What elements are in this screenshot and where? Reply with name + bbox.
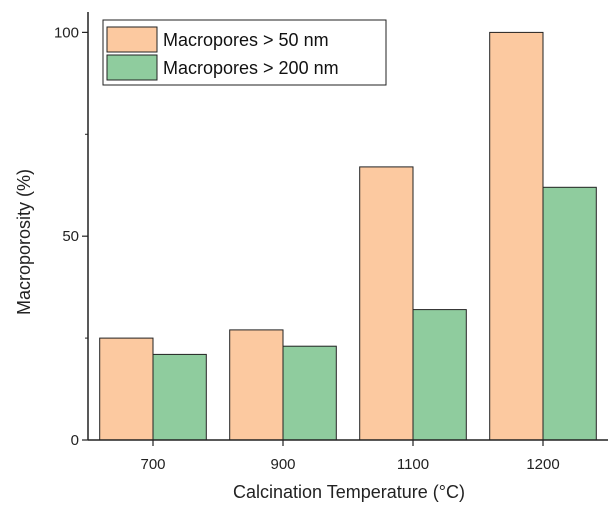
legend: Macropores > 50 nm Macropores > 200 nm bbox=[102, 19, 387, 86]
y-tick-label-50: 50 bbox=[62, 228, 79, 245]
bar-900-series-1 bbox=[229, 329, 284, 441]
bar-1200-series-2 bbox=[542, 186, 597, 441]
x-tick-label-1200: 1200 bbox=[526, 456, 559, 473]
axes-layer: 700 900 1100 1200 0 50 100 bbox=[54, 12, 608, 473]
y-tick-label-0: 0 bbox=[71, 432, 79, 449]
legend-swatch-series-2 bbox=[106, 54, 158, 81]
y-tick-label-100: 100 bbox=[54, 24, 79, 41]
x-axis-title: Calcination Temperature (°C) bbox=[233, 482, 465, 502]
legend-label-series-1: Macropores > 50 nm bbox=[163, 30, 329, 50]
legend-swatch-series-1 bbox=[106, 26, 158, 53]
bars-layer bbox=[99, 31, 597, 441]
bar-1200-series-1 bbox=[489, 31, 544, 441]
x-tick-label-1100: 1100 bbox=[397, 456, 429, 473]
bar-1100-series-2 bbox=[412, 309, 467, 441]
bar-700-series-2 bbox=[152, 353, 207, 441]
bar-700-series-1 bbox=[99, 337, 154, 441]
x-tick-label-900: 900 bbox=[270, 456, 295, 473]
y-axis-title: Macroporosity (%) bbox=[14, 169, 34, 315]
x-tick-label-700: 700 bbox=[140, 456, 165, 473]
bar-1100-series-1 bbox=[359, 166, 414, 441]
bar-900-series-2 bbox=[282, 345, 337, 441]
legend-label-series-2: Macropores > 200 nm bbox=[163, 58, 339, 78]
